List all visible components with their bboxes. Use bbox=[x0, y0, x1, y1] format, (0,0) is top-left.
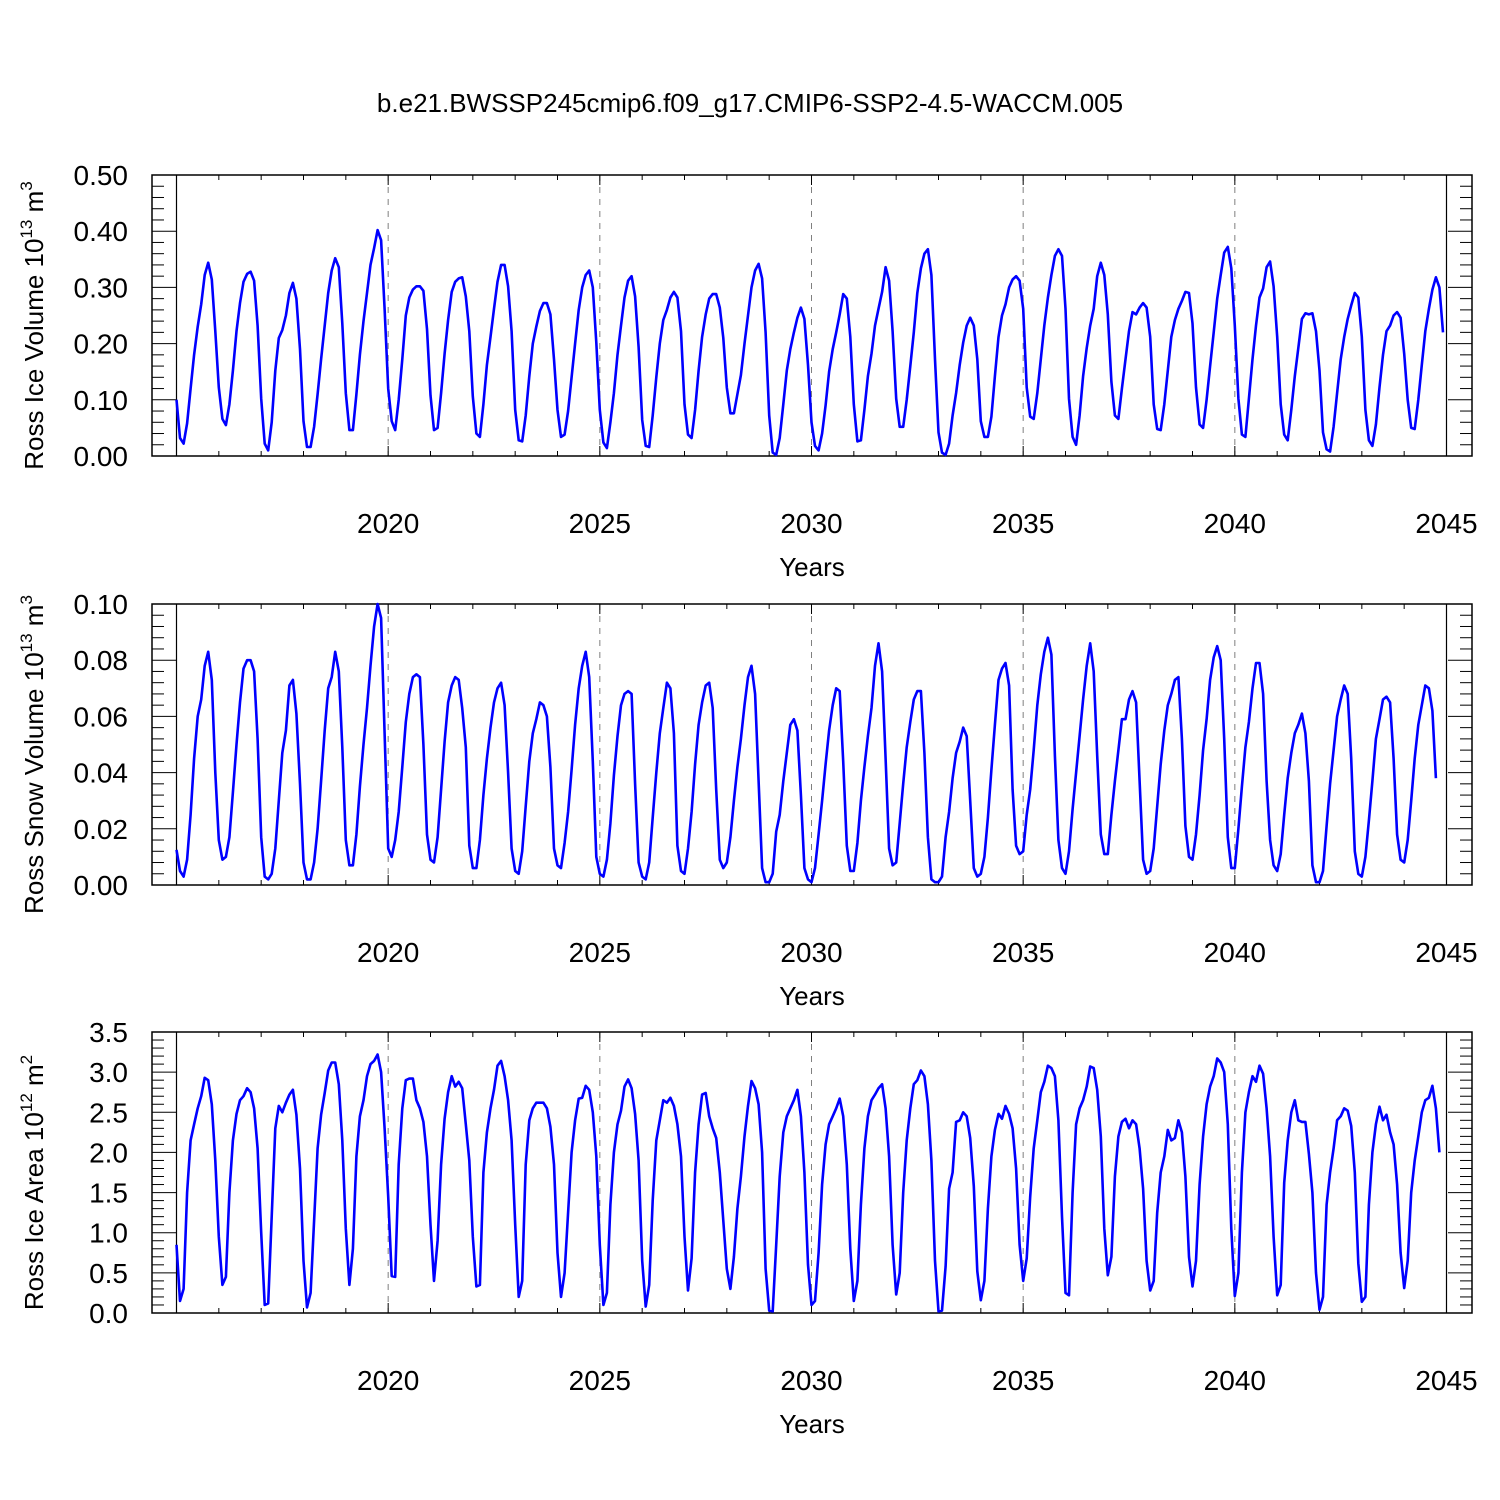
y-tick-label: 2.0 bbox=[89, 1137, 128, 1168]
x-axis-label: Years bbox=[779, 1409, 845, 1439]
y-tick-label: 0.00 bbox=[74, 870, 129, 901]
x-tick-label: 2035 bbox=[992, 508, 1054, 539]
x-tick-label: 2035 bbox=[992, 1365, 1054, 1396]
y-tick-label: 0.00 bbox=[74, 441, 129, 472]
y-axis-label-unit-exponent: 3 bbox=[17, 181, 36, 190]
y-tick-label: 0.10 bbox=[74, 385, 129, 416]
y-tick-label: 1.5 bbox=[89, 1178, 128, 1209]
series-line-1 bbox=[175, 228, 1445, 457]
plot-frame bbox=[151, 603, 1473, 886]
y-tick-label: 0.0 bbox=[89, 1298, 128, 1329]
x-tick-label: 2020 bbox=[357, 1365, 419, 1396]
panel-2: 0.00 0.02 0.04 0.06 0.08 0.10 2020 2025 2030 2035… bbox=[17, 589, 1478, 1011]
y-axis-label-exponent: 12 bbox=[17, 1093, 36, 1112]
x-tick-label: 2025 bbox=[569, 1365, 631, 1396]
y-axis-label: Ross Ice Volume 1013 m3 bbox=[17, 181, 49, 470]
x-axis-label: Years bbox=[779, 552, 845, 582]
y-axis-label-unit: m bbox=[19, 1064, 49, 1093]
x-tick-label: 2040 bbox=[1204, 508, 1266, 539]
panel-1: 0.00 0.10 0.20 0.30 0.40 0.50 2020 2025 2030 2035… bbox=[17, 160, 1478, 582]
y-axis-label: Ross Snow Volume 1013 m3 bbox=[17, 595, 49, 914]
y-tick-label: 0.02 bbox=[74, 814, 129, 845]
y-tick-label: 0.08 bbox=[74, 645, 129, 676]
y-axis-label-unit-exponent: 2 bbox=[17, 1055, 36, 1064]
y-tick-label: 3.5 bbox=[89, 1017, 128, 1048]
y-tick-label: 3.0 bbox=[89, 1057, 128, 1088]
x-tick-label: 2045 bbox=[1415, 1365, 1477, 1396]
plot-frame bbox=[151, 174, 1473, 457]
y-tick-label: 2.5 bbox=[89, 1097, 128, 1128]
x-tick-label: 2030 bbox=[780, 1365, 842, 1396]
panel-3: 0.0 0.5 1.0 1.5 2.0 2.5 3.0 3.5 2020 2025 2030 2035… bbox=[17, 1017, 1478, 1439]
y-tick-label: 0.50 bbox=[74, 160, 129, 191]
panels: 0.00 0.10 0.20 0.30 0.40 0.50 2020 2025 2030 2035… bbox=[17, 160, 1478, 1439]
y-tick-label: 0.10 bbox=[74, 589, 129, 620]
y-tick-label: 1.0 bbox=[89, 1218, 128, 1249]
y-axis-label-unit: m bbox=[19, 191, 49, 220]
y-tick-label: 0.04 bbox=[74, 758, 129, 789]
y-axis-label: Ross Ice Area 1012 m2 bbox=[17, 1055, 49, 1310]
figure-title: b.e21.BWSSP245cmip6.f09_g17.CMIP6-SSP2-4… bbox=[377, 88, 1123, 118]
x-tick-label: 2045 bbox=[1415, 937, 1477, 968]
series-line-1 bbox=[175, 602, 1438, 884]
x-tick-label: 2020 bbox=[357, 508, 419, 539]
y-axis-label-exponent: 13 bbox=[17, 633, 36, 652]
y-axis-label-text: Ross Ice Volume 10 bbox=[19, 239, 49, 470]
y-axis-label-exponent: 13 bbox=[17, 220, 36, 239]
y-tick-label: 0.5 bbox=[89, 1258, 128, 1289]
x-tick-label: 2030 bbox=[780, 508, 842, 539]
y-tick-label: 0.06 bbox=[74, 701, 129, 732]
y-axis-label-unit: m bbox=[19, 605, 49, 634]
x-tick-label: 2035 bbox=[992, 937, 1054, 968]
x-tick-label: 2040 bbox=[1204, 1365, 1266, 1396]
x-tick-label: 2040 bbox=[1204, 937, 1266, 968]
x-tick-label: 2025 bbox=[569, 937, 631, 968]
y-axis-label-unit-exponent: 3 bbox=[17, 595, 36, 604]
x-tick-label: 2030 bbox=[780, 937, 842, 968]
y-tick-label: 0.30 bbox=[74, 272, 129, 303]
series-line-1 bbox=[175, 1053, 1441, 1313]
x-tick-label: 2045 bbox=[1415, 508, 1477, 539]
y-tick-label: 0.40 bbox=[74, 216, 129, 247]
y-axis-label-text: Ross Snow Volume 10 bbox=[19, 652, 49, 914]
x-tick-label: 2020 bbox=[357, 937, 419, 968]
x-tick-label: 2025 bbox=[569, 508, 631, 539]
y-axis-label-text: Ross Ice Area 10 bbox=[19, 1112, 49, 1310]
y-tick-label: 0.20 bbox=[74, 329, 129, 360]
plot-frame bbox=[151, 1031, 1473, 1314]
x-axis-label: Years bbox=[779, 981, 845, 1011]
